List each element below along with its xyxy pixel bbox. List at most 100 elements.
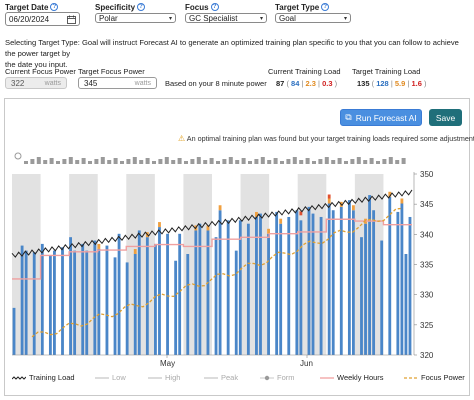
mini-bar	[177, 158, 182, 164]
peak-segment	[218, 205, 222, 211]
legend-swatch-icon	[204, 376, 218, 379]
target-focus-power-input[interactable]: 345 watts	[78, 77, 157, 89]
mini-bar	[203, 160, 208, 164]
daily-bar	[174, 260, 178, 355]
target-focus-power-label: Target Focus Power	[78, 67, 145, 76]
save-button[interactable]: Save	[429, 109, 462, 126]
legend-swatch-dot	[264, 375, 270, 380]
x-axis: May Jun	[12, 354, 412, 368]
specificity-label: Specificity?	[95, 3, 146, 12]
target-type-label: Target Type?	[275, 3, 330, 12]
legend-swatch-icon	[148, 376, 162, 379]
daily-bar	[360, 237, 363, 355]
legend-training-load[interactable]: Training Load	[12, 373, 75, 382]
legend-swatch-icon	[320, 376, 334, 379]
legend-label: Weekly Hours	[337, 373, 384, 382]
daily-bars	[12, 195, 412, 355]
save-label: Save	[435, 112, 456, 123]
daily-bar	[319, 216, 323, 355]
daily-bar	[396, 211, 400, 355]
mini-bar	[62, 159, 67, 164]
legend-form[interactable]: Form	[260, 373, 295, 382]
daily-bar	[400, 203, 404, 355]
legend-low[interactable]: Low	[95, 373, 126, 382]
mini-bar	[235, 160, 240, 164]
specificity-value: Polar	[99, 13, 118, 23]
chart-legend: Training Load Low High Peak Form Weekly Hours…	[12, 373, 470, 385]
daily-bar	[279, 223, 283, 355]
mini-bar	[344, 161, 348, 164]
mini-bar	[248, 161, 252, 164]
x-tick-label: Jun	[300, 359, 313, 368]
help-icon[interactable]: ?	[321, 3, 330, 11]
mini-bar	[280, 161, 284, 164]
mini-bar	[158, 159, 163, 164]
y-tick-label: 330	[420, 291, 434, 300]
target-focus-power-unit: watts	[134, 79, 151, 87]
mini-bar	[56, 161, 60, 164]
mini-bar-strip	[14, 152, 406, 164]
legend-label: High	[165, 373, 181, 382]
focus-value: GC Specialist	[189, 13, 238, 23]
mini-bar	[184, 161, 188, 164]
x-tick-label: May	[160, 359, 175, 368]
daily-bar	[53, 250, 56, 355]
mini-bar	[331, 160, 336, 164]
mini-bar	[292, 157, 297, 164]
specificity-select[interactable]: Polar ▾	[95, 13, 176, 23]
help-icon[interactable]: ?	[137, 3, 146, 11]
daily-bar	[145, 237, 149, 355]
daily-bar	[404, 254, 408, 355]
mini-bar	[382, 159, 387, 164]
mini-bar	[216, 161, 220, 164]
current-focus-power-field: 322 watts	[5, 77, 67, 89]
daily-bar	[275, 211, 279, 355]
target-training-load-value: 135 ( 128 | 5.9 | 1.6 )	[357, 79, 427, 88]
daily-bar	[214, 237, 218, 355]
mini-bar	[94, 159, 99, 164]
calendar-icon[interactable]	[67, 15, 76, 26]
run-forecast-button[interactable]: ⧉ Run Forecast AI	[340, 109, 422, 126]
mini-bar	[196, 157, 201, 164]
daily-bar	[368, 195, 371, 355]
focus-select[interactable]: GC Specialist ▾	[185, 13, 267, 23]
mini-bar	[356, 157, 361, 164]
mini-bar	[363, 160, 368, 164]
daily-bar	[238, 220, 242, 355]
daily-bar	[137, 230, 141, 355]
mini-bar	[113, 158, 118, 164]
help-icon[interactable]: ?	[210, 3, 219, 11]
mini-bar	[254, 159, 259, 164]
daily-bar	[206, 230, 210, 355]
peak-segment	[133, 249, 137, 255]
legend-peak[interactable]: Peak	[204, 373, 238, 382]
legend-swatch-icon	[95, 376, 109, 379]
daily-bar	[380, 240, 384, 355]
mini-bar	[100, 157, 105, 164]
warning-text: An optimal training plan was found but y…	[186, 134, 474, 143]
current-focus-power-value: 322	[11, 78, 25, 88]
high-segment	[327, 194, 331, 199]
mini-bar	[120, 161, 124, 164]
mini-bar	[228, 157, 233, 164]
y-tick-label: 350	[420, 170, 434, 179]
daily-bar	[81, 243, 85, 355]
daily-bar	[97, 248, 101, 355]
target-date-input[interactable]: 06/20/2024	[5, 12, 80, 26]
mini-bar	[305, 158, 310, 164]
mini-bar	[36, 157, 41, 164]
target-type-select[interactable]: Goal ▾	[275, 13, 351, 23]
legend-label: Peak	[221, 373, 239, 382]
legend-focus-power[interactable]: Focus Power	[404, 373, 465, 382]
daily-bar	[364, 223, 367, 355]
daily-bar	[408, 216, 412, 355]
legend-high[interactable]: High	[148, 373, 180, 382]
help-icon[interactable]: ?	[50, 3, 59, 11]
mini-bar	[132, 157, 137, 164]
daily-bar	[178, 233, 182, 355]
legend-weekly-hours[interactable]: Weekly Hours	[320, 373, 384, 382]
description-line-2: the date you input.	[5, 60, 68, 69]
mini-bar	[49, 158, 54, 164]
mini-bar	[286, 159, 291, 164]
mini-bar	[388, 157, 393, 164]
